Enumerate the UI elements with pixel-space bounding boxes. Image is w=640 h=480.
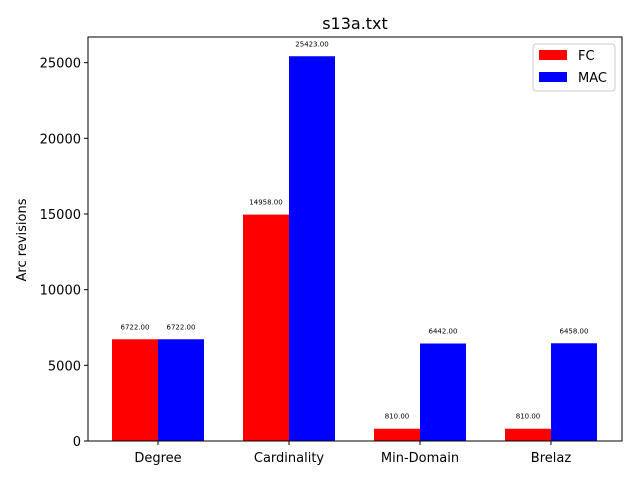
y-tick-label-20000: 20000 — [40, 132, 81, 147]
y-tick-label-25000: 25000 — [40, 57, 81, 72]
bar-mac-cardinality — [289, 56, 335, 442]
y-tick-label-10000: 10000 — [40, 284, 81, 299]
data-label-mac-cardinality: 25423.00 — [295, 40, 328, 48]
data-labels-group: 6722.00 14958.00 810.00 810.00 6722.00 25423.… — [121, 40, 589, 420]
legend: FC MAC — [532, 43, 616, 92]
bars-group — [112, 56, 597, 442]
y-axis-label: Arc revisions — [15, 198, 30, 281]
data-label-mac-brelaz: 6458.00 — [560, 327, 589, 335]
plot-frame — [87, 36, 623, 442]
bar-fc-min-domain — [374, 428, 420, 441]
x-tick-label-brelaz: Brelaz — [531, 451, 572, 466]
y-tick-label-0: 0 — [73, 435, 81, 450]
x-tick-label-degree: Degree — [134, 451, 181, 466]
x-axis-ticks: Degree Cardinality Min-Domain Brelaz — [134, 441, 571, 466]
data-label-fc-min-domain: 810.00 — [385, 413, 410, 421]
legend-swatch-fc — [539, 50, 567, 60]
x-tick-label-cardinality: Cardinality — [254, 451, 325, 466]
bar-fc-cardinality — [243, 214, 289, 441]
bar-mac-degree — [158, 339, 204, 441]
chart-title: s13a.txt — [322, 14, 388, 33]
legend-swatch-mac — [539, 72, 567, 82]
y-tick-label-15000: 15000 — [40, 208, 81, 223]
y-tick-label-5000: 5000 — [48, 359, 81, 374]
data-label-fc-cardinality: 14958.00 — [249, 199, 282, 207]
bar-mac-brelaz — [551, 343, 597, 441]
data-label-fc-degree: 6722.00 — [121, 323, 150, 331]
y-axis-ticks: 0 5000 10000 15000 20000 25000 — [40, 57, 88, 450]
legend-label-mac: MAC — [578, 71, 607, 86]
x-tick-label-min-domain: Min-Domain — [381, 451, 459, 466]
bar-fc-degree — [112, 339, 158, 441]
data-label-mac-min-domain: 6442.00 — [429, 328, 458, 336]
data-label-fc-brelaz: 810.00 — [516, 413, 541, 421]
bar-fc-brelaz — [505, 428, 551, 441]
legend-label-fc: FC — [578, 49, 595, 64]
data-label-mac-degree: 6722.00 — [167, 323, 196, 331]
bar-mac-min-domain — [420, 343, 466, 441]
